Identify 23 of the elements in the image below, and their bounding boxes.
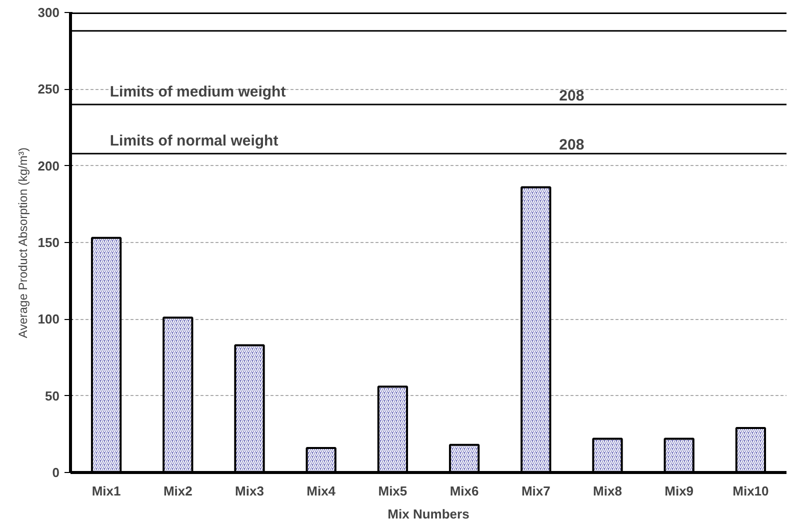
y-tick-label: 300 [38, 5, 60, 20]
x-tick-label: Mix1 [92, 484, 121, 498]
ref-line-label: Limits of normal weight [110, 132, 278, 150]
y-tick-label: 150 [38, 235, 60, 250]
x-tick-label: Mix7 [521, 484, 550, 498]
y-tick-label: 0 [52, 465, 60, 480]
x-tick-label: Mix8 [593, 484, 622, 498]
annotation: 208 [559, 136, 584, 154]
x-tick-label: Mix5 [378, 484, 408, 498]
x-axis-title: Mix Numbers [388, 506, 470, 522]
ref-line-label: Limits of medium weight [110, 84, 286, 100]
x-tick-label: Mix4 [306, 484, 336, 498]
x-tick-label: Mix10 [732, 484, 769, 498]
y-tick-label: 100 [38, 312, 60, 327]
x-tick-label: Mix6 [450, 484, 479, 498]
x-tick-label: Mix2 [163, 484, 192, 498]
x-tick-label: Mix3 [235, 484, 264, 498]
x-tick-label: Mix9 [664, 484, 694, 498]
y-tick-label: 200 [38, 158, 60, 174]
y-tick-label: 250 [38, 82, 60, 97]
y-tick-label: 50 [45, 388, 60, 404]
y-axis-title: Average Product Absorption (kg/m³) [16, 148, 30, 338]
annotation: 208 [559, 88, 584, 104]
